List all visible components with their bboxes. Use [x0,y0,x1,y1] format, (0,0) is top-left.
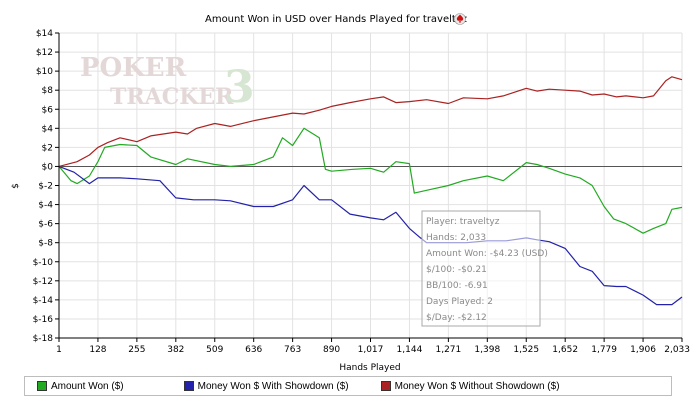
legend-swatch [37,381,47,391]
y-axis-ticks: $-18 $-16 $-14 $-12 $-10 $-8 $-6 $-4 $-2 $0 $2 $4 $6… [33,29,59,344]
x-tick-label: 382 [167,345,184,355]
legend-label: Money Won $ Without Showdown ($) [394,380,560,392]
tooltip-line: $/Day: -$2.12 [426,313,487,323]
x-tick-label: 636 [245,345,262,355]
title-spade-icon [454,13,466,25]
series-line-3 [58,76,683,167]
tooltip-line: Hands: 2,033 [426,233,486,243]
y-tick-label: $-16 [33,315,54,325]
x-axis-label: Hands Played [339,363,400,373]
x-tick-label: 1,144 [397,345,423,355]
x-axis-ticks: 1 128 255 382 509 636 763 890 1,017 1,144 1,271 1,3… [56,338,690,355]
legend-swatch [380,381,391,391]
y-tick-label: $-18 [33,334,54,344]
y-tick-label: $8 [42,86,54,96]
legend: Amount Won ($) Money Won $ With Showdown… [24,376,672,396]
y-tick-label: $-14 [33,296,54,306]
x-tick-label: 763 [284,345,301,355]
x-tick-label: 128 [89,345,106,355]
tooltip-box [421,210,541,327]
tooltip-line: Days Played: 2 [426,297,493,307]
x-tick-label: 1,271 [435,345,461,355]
x-tick-label: 1,906 [630,345,656,355]
x-tick-label: 1,652 [552,345,578,355]
x-tick-label: 2,033 [664,345,690,355]
tooltip-line: BB/100: -6.91 [426,281,488,291]
y-tick-label: $12 [36,48,53,58]
x-tick-label: 1,779 [591,345,617,355]
legend-label: Amount Won ($) [51,380,124,392]
tooltip-line: Amount Won: -$4.23 (USD) [426,249,548,259]
grid-lines [58,32,683,339]
legend-item-amount-won[interactable]: Amount Won ($) [37,381,124,392]
x-tick-label: 890 [323,345,340,355]
stats-tooltip: Player: traveltyz Hands: 2,033 Amount Wo… [421,210,548,327]
y-tick-label: $4 [42,124,54,134]
x-tick-label: 1,525 [513,345,539,355]
series-line-1 [58,127,683,234]
y-axis-label: $ [11,183,21,189]
x-tick-label: 1,398 [474,345,500,355]
y-tick-label: $10 [36,67,53,77]
tooltip-line: $/100: -$0.21 [426,265,487,275]
y-tick-label: $-10 [33,258,54,268]
x-tick-label: 1,017 [358,345,384,355]
legend-item-without-showdown[interactable]: Money Won $ Without Showdown ($) [380,380,560,392]
tooltip-line: Player: traveltyz [426,217,500,227]
x-tick-label: 509 [206,345,223,355]
series-line-2 [58,165,683,306]
y-tick-label: $-6 [38,220,53,230]
y-tick-label: $-4 [38,201,53,211]
legend-item-with-showdown[interactable]: Money Won $ With Showdown ($) [183,380,349,392]
pokertracker-watermark-logo: POKER TRACKER 3 [80,53,255,113]
watermark-word-poker: POKER [80,53,187,83]
y-tick-label: $14 [36,29,53,39]
y-tick-label: $2 [42,143,53,153]
series-layer [58,76,683,306]
y-tick-label: $-2 [38,182,53,192]
y-tick-label: $0 [42,162,54,172]
x-tick-label: 1 [56,345,62,355]
x-tick-label: 255 [128,345,145,355]
y-tick-label: $6 [42,105,54,115]
legend-swatch [183,381,194,391]
legend-label: Money Won $ With Showdown ($) [197,380,349,392]
chart-title: Amount Won in USD over Hands Played for … [205,14,467,25]
y-tick-label: $-12 [33,277,53,287]
y-tick-label: $-8 [38,239,53,249]
watermark-word-tracker: TRACKER [110,84,234,110]
watermark-numeral: 3 [224,62,255,113]
